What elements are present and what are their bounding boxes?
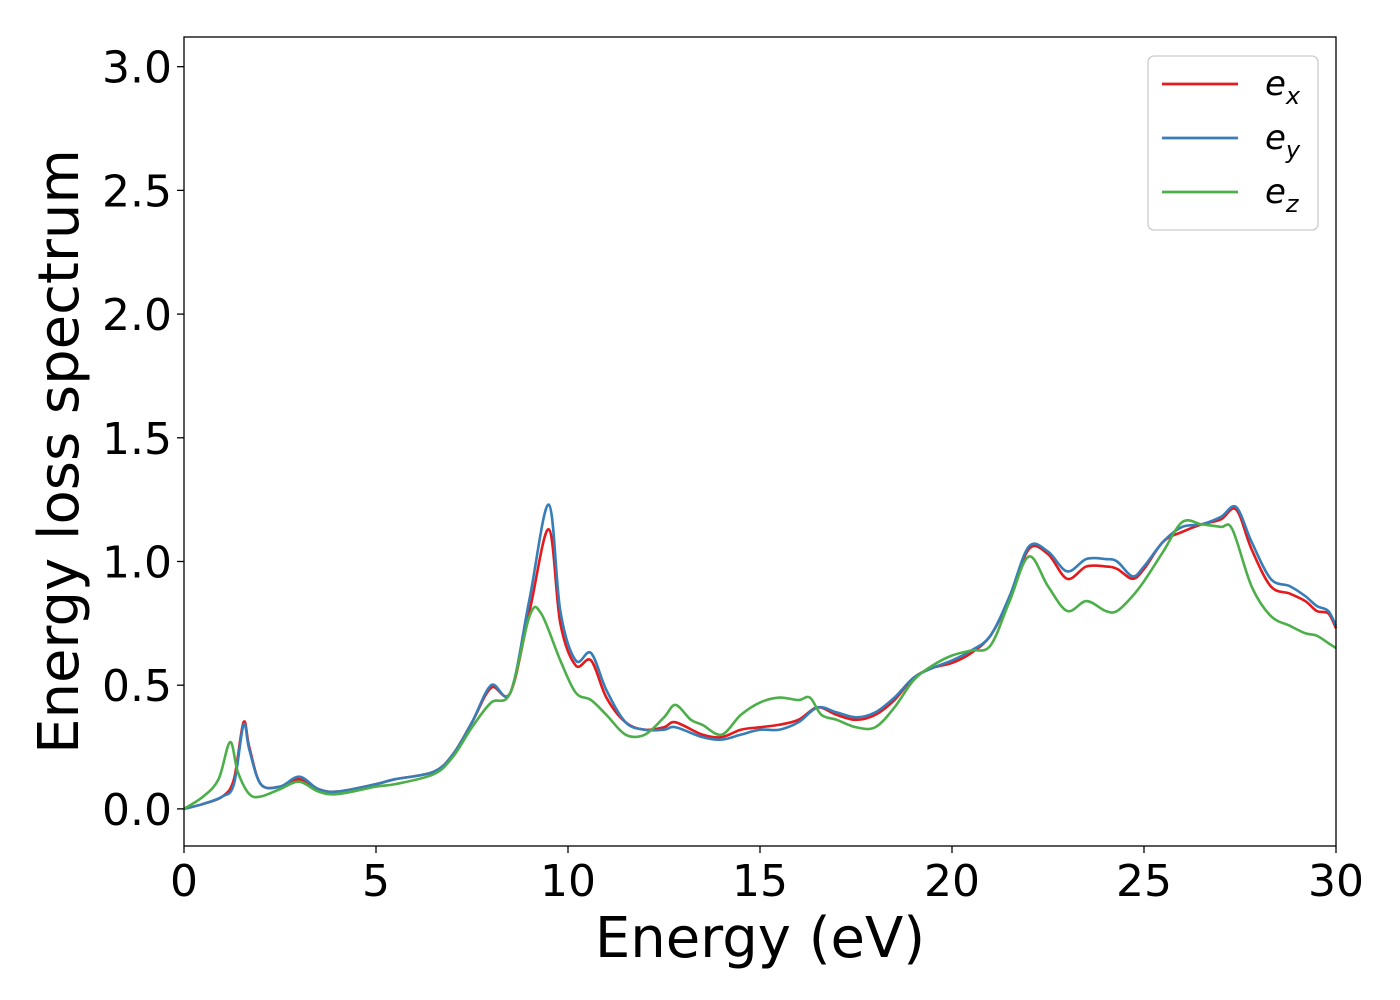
y-tick-label: 3.0 <box>102 43 172 94</box>
y-tick-label: 1.5 <box>102 414 172 465</box>
series-line-z <box>183 518 1337 810</box>
x-tick-label: 30 <box>1308 856 1364 907</box>
y-axis-ticks: 0.0 0.5 1.0 1.5 2.0 2.5 3.0 <box>102 43 184 836</box>
y-tick-label: 2.0 <box>102 290 172 341</box>
x-tick-label: 5 <box>362 856 390 907</box>
x-axis-ticks: 0 5 10 15 20 25 30 <box>170 846 1364 907</box>
legend-label-y: ey <box>1265 118 1301 164</box>
x-tick-label: 20 <box>924 856 980 907</box>
legend-box <box>1147 55 1319 231</box>
y-tick-label: 0.5 <box>102 661 172 712</box>
x-tick-label: 0 <box>170 856 198 907</box>
y-tick-label: 1.0 <box>102 537 172 588</box>
series-line-y <box>183 503 1338 811</box>
legend: ex ey ez <box>1147 55 1319 231</box>
series-layer <box>183 503 1338 811</box>
y-axis-label: Energy loss spectrum <box>27 149 92 754</box>
x-tick-label: 25 <box>1116 856 1172 907</box>
x-tick-label: 15 <box>732 856 788 907</box>
legend-label-z: ez <box>1265 172 1300 218</box>
x-tick-label: 10 <box>540 856 596 907</box>
y-tick-label: 2.5 <box>102 166 172 217</box>
legend-label-x: ex <box>1265 64 1301 110</box>
x-axis-label: Energy (eV) <box>595 906 925 971</box>
y-tick-label: 0.0 <box>102 785 172 836</box>
